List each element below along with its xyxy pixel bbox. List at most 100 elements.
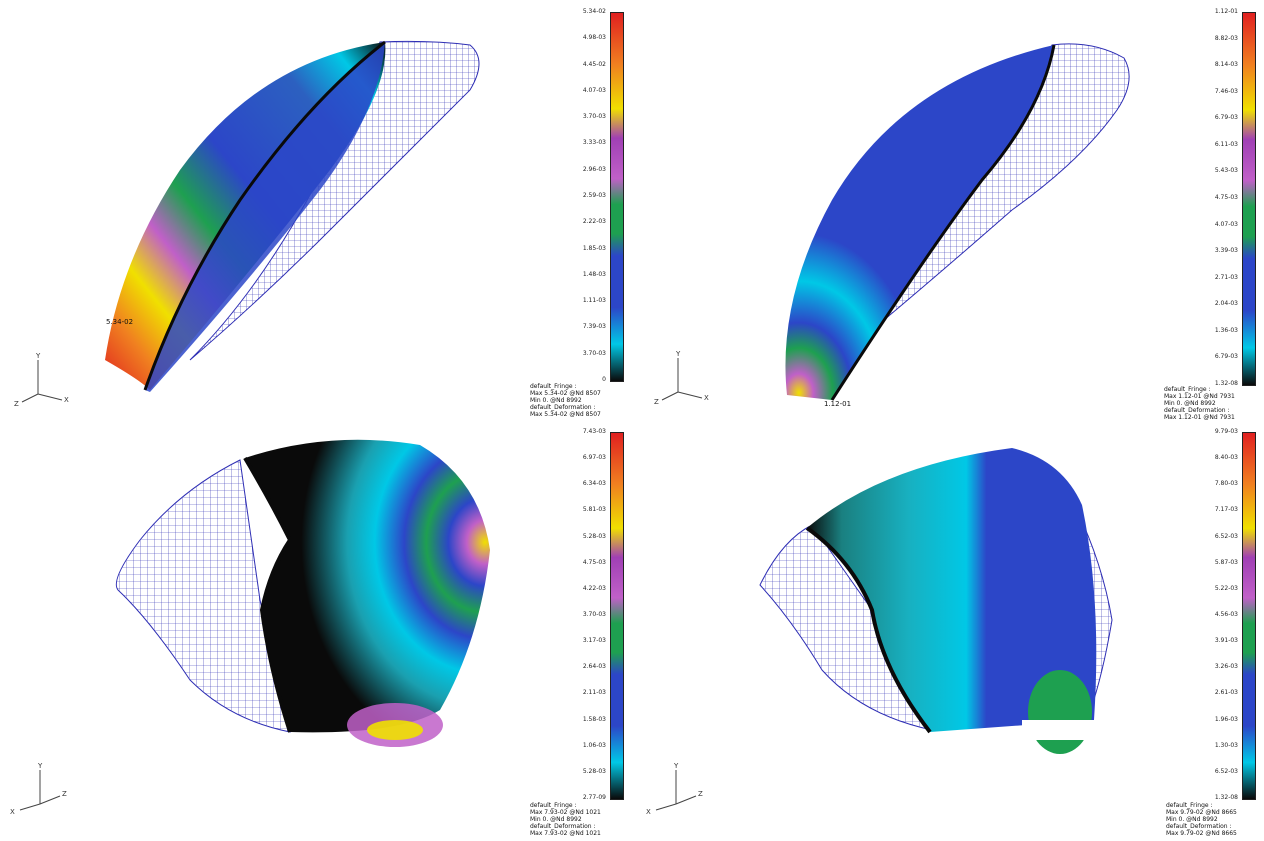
legend-tick-label: 4.07-03 — [582, 86, 606, 94]
legend-tick-label: 2.71-03 — [1214, 273, 1238, 281]
legend-tick-label: 4.56-03 — [1214, 611, 1238, 618]
panel-bottom-right: 9.79-03 8.40-03 7.80-03 7.17-03 6.52-03 5.87-… — [632, 420, 1264, 841]
legend-tick-label: 7.39-03 — [582, 323, 606, 331]
legend-tick-label: 4.45-02 — [582, 60, 606, 68]
legend-tick-label: 5.22-03 — [1214, 584, 1238, 592]
legend-tick-label: 3.70-03 — [582, 611, 606, 618]
wire-mesh-shell — [115, 459, 291, 733]
legend-tick-label: 2.64-03 — [582, 663, 606, 671]
triad-left-label: Z — [654, 398, 659, 406]
legend-tick-label: 1.30-03 — [1214, 741, 1238, 749]
legend-tick-label: 3.70-03 — [582, 349, 606, 357]
triad-left-label: X — [10, 808, 15, 816]
legend-tick-label: 8.40-03 — [1214, 454, 1238, 462]
legend-tick-label: 3.17-03 — [582, 637, 606, 645]
color-legend-bar — [1242, 432, 1256, 800]
fringe-surface — [785, 45, 1054, 400]
legend-tick-label: 6.97-03 — [582, 454, 606, 462]
panel-bottom-left: 7.43-03 6.97-03 6.34-03 5.81-03 5.28-03 4.75-… — [0, 420, 632, 841]
triad-left-label: Z — [14, 400, 19, 408]
fringe-surface-inner — [145, 42, 385, 392]
legend-tick-label: 1.58-03 — [582, 715, 606, 723]
legend-tick-label: 4.75-03 — [1214, 194, 1238, 201]
probe-label: 1.12-01 — [824, 400, 852, 408]
legend-tick-label: 2.77-09 — [582, 794, 606, 801]
legend-tick-label: 2.04-03 — [1214, 300, 1238, 308]
legend-tick-label: 2.22-03 — [582, 218, 606, 226]
legend-tick-label: 1.48-03 — [582, 270, 606, 278]
legend-tick-label: 0 — [602, 376, 606, 383]
triad-right-label: Z — [62, 790, 67, 798]
legend-tick-label: 2.61-03 — [1214, 689, 1238, 697]
legend-footer: default_Fringe : Max 7.93-02 @Nd 1021 Min … — [530, 802, 601, 837]
legend-tick-label: 4.22-03 — [582, 584, 606, 592]
triad-left-label: X — [646, 808, 651, 816]
legend-tick-label: 6.79-03 — [1214, 353, 1238, 361]
legend-tick-label: 1.32-08 — [1214, 380, 1238, 387]
legend-footer: default_Fringe : Max 9.79-02 @Nd 8665 Min … — [1166, 802, 1237, 837]
triad-up-label: Y — [674, 762, 679, 770]
legend-tick-label: 4.75-03 — [582, 558, 606, 566]
legend-tick-label: 7.46-03 — [1214, 87, 1238, 95]
legend-tick-label: 4.07-03 — [1214, 220, 1238, 228]
legend-tick-label: 5.87-03 — [1214, 558, 1238, 566]
fringe-surface — [807, 448, 1097, 732]
legend-tick-label: 5.81-03 — [582, 506, 606, 514]
legend-tick-label: 7.17-03 — [1214, 506, 1238, 514]
legend-tick-label: 1.12-01 — [1214, 8, 1238, 15]
legend-tick-label: 1.11-03 — [582, 297, 606, 305]
legend-footer: default_Fringe : Max 5.34-02 @Nd 8507 Min … — [530, 383, 601, 418]
axis-triad-icon: Y X Z — [654, 350, 714, 408]
axis-triad-icon: Y X Z — [14, 352, 74, 410]
fringe-surface — [245, 439, 490, 733]
color-legend-bar — [1242, 12, 1256, 386]
legend-tick-label: 6.11-03 — [1214, 140, 1238, 148]
panel-top-left: 5.34-02 5.34-02 4.98-03 4.45-02 4.07-03 3.70… — [0, 0, 632, 420]
legend-tick-label: 5.28-03 — [582, 767, 606, 775]
fringe-hotspot — [1028, 670, 1092, 754]
legend-tick-label: 1.36-03 — [1214, 326, 1238, 334]
legend-tick-label: 1.06-03 — [582, 741, 606, 749]
legend-footer: default_Fringe : Max 1.12-01 @Nd 7931 Min … — [1164, 386, 1235, 421]
triad-right-label: X — [64, 396, 69, 404]
legend-tick-label: 5.34-02 — [582, 8, 606, 15]
legend-tick-label: 5.28-03 — [582, 532, 606, 540]
legend-tick-label: 2.96-03 — [582, 165, 606, 173]
legend-tick-label: 1.96-03 — [1214, 715, 1238, 723]
panel-top-right: 1.12-01 1.12-01 8.82-03 8.14-03 7.46-03 6.79… — [632, 0, 1264, 421]
wire-mesh-shell — [759, 524, 933, 731]
legend-tick-label: 2.59-03 — [582, 192, 606, 199]
fringe-plot-3 — [115, 439, 490, 747]
color-legend-bar — [610, 432, 624, 800]
legend-tick-label: 3.39-03 — [1214, 247, 1238, 255]
legend-tick-label: 3.33-03 — [582, 139, 606, 147]
fringe-plot-4 — [759, 448, 1113, 754]
legend-tick-label: 6.52-03 — [1214, 532, 1238, 540]
wire-mesh-shell — [189, 40, 480, 361]
probe-label: 5.34-02 — [106, 318, 134, 326]
legend-tick-label: 3.26-03 — [1214, 663, 1238, 671]
axis-triad-icon: Y Z X — [646, 762, 706, 820]
legend-tick-label: 6.52-03 — [1214, 767, 1238, 775]
legend-tick-label: 6.34-03 — [582, 480, 606, 488]
color-legend-bar — [610, 12, 624, 382]
legend-tick-label: 7.43-03 — [582, 428, 606, 435]
fringe-plot-1 — [105, 40, 480, 392]
legend-tick-label: 8.82-03 — [1214, 34, 1238, 42]
axis-triad-icon: Y Z X — [10, 762, 70, 820]
triad-up-label: Y — [38, 762, 43, 770]
triad-right-label: X — [704, 394, 709, 402]
legend-tick-label: 1.85-03 — [582, 244, 606, 252]
legend-tick-label: 1.32-08 — [1214, 794, 1238, 801]
legend-tick-label: 5.43-03 — [1214, 167, 1238, 175]
fringe-plot-2 — [785, 43, 1130, 401]
legend-tick-label: 8.14-03 — [1214, 61, 1238, 69]
legend-tick-label: 2.11-03 — [582, 689, 606, 697]
legend-tick-label: 7.80-03 — [1214, 480, 1238, 488]
triad-up-label: Y — [36, 352, 41, 360]
triad-up-label: Y — [676, 350, 681, 358]
legend-tick-label: 3.91-03 — [1214, 637, 1238, 645]
legend-tick-label: 6.79-03 — [1214, 114, 1238, 122]
legend-tick-label: 9.79-03 — [1214, 428, 1238, 435]
legend-tick-label: 4.98-03 — [582, 34, 606, 42]
